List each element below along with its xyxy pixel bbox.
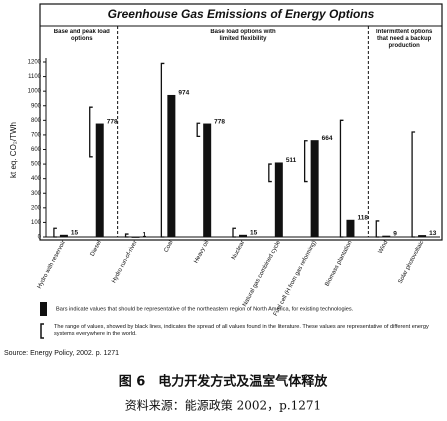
legend-range-icon [40, 323, 44, 339]
range-bracket [375, 220, 380, 238]
bar [167, 94, 176, 237]
range-bracket [160, 62, 165, 238]
range-bracket [268, 163, 272, 183]
range-bracket [53, 227, 57, 238]
y-tick-label: 600 [31, 147, 42, 153]
y-tick-label: 1000 [28, 89, 42, 95]
value-label: 778 [107, 118, 118, 125]
x-tick-label: Hydro run-of-river [111, 240, 138, 284]
y-tick-label: 900 [31, 103, 42, 109]
bar [382, 235, 391, 237]
value-label: 13 [429, 230, 437, 237]
bar [346, 219, 355, 237]
range-bracket [411, 131, 416, 238]
value-label: 664 [322, 135, 333, 142]
bar [418, 235, 427, 237]
group-label: Base and peak load options [53, 29, 110, 42]
bar [95, 123, 104, 237]
x-tick-label: Nuclear [231, 240, 246, 261]
group-label-box: Base and peak load options [53, 29, 110, 42]
value-label: 778 [214, 118, 225, 125]
x-tick-label: Heavy oil [193, 240, 210, 265]
value-label: 1 [143, 232, 147, 239]
bar [310, 140, 319, 237]
x-tick-label: Solar photovoltaic [398, 240, 426, 285]
y-axis-label: kt eq. CO₂/TWh [9, 122, 18, 178]
y-tick-label: 500 [31, 162, 42, 168]
source: Source: Energy Policy, 2002. p. 1271 [4, 350, 119, 357]
x-tick-label: Hydro with reservoir [37, 240, 67, 290]
bar [59, 234, 68, 237]
y-tick-label: 200 [31, 205, 42, 211]
x-tick-label: Natural gas combined cycle [242, 239, 282, 307]
range-bracket [339, 119, 344, 238]
value-label: 9 [393, 230, 397, 237]
x-tick-label: Coal [163, 240, 174, 254]
chart-title: Greenhouse Gas Emissions of Energy Optio… [108, 7, 375, 21]
legend-ranges-box: The range of values, showed by black lin… [54, 324, 429, 337]
legend-bars: Bars indicate values that should be repr… [56, 306, 354, 312]
y-tick-label: 700 [31, 132, 42, 138]
group-label: Base load options with limited flexibili… [210, 29, 276, 42]
bar [239, 234, 247, 237]
range-bracket [232, 227, 236, 238]
value-label: 974 [178, 90, 189, 97]
group-label-box: Intermittent options that need a backup … [376, 29, 433, 49]
value-label: 15 [250, 230, 258, 237]
range-bracket [89, 106, 93, 158]
range-bracket [196, 122, 201, 138]
range-bracket [303, 140, 308, 183]
caption-source: 资料来源：能源政策 2002，p.1271 [125, 399, 321, 413]
value-label: 118 [357, 215, 368, 222]
value-label: 15 [71, 230, 79, 237]
group-label: Intermittent options that need a backup … [376, 29, 433, 49]
x-tick-label: Diesel [90, 240, 103, 258]
caption-title: 图 6 电力开发方式及温室气体释放 [119, 374, 329, 390]
chart-frame [39, 3, 443, 241]
legend-ranges: The range of values, showed by black lin… [54, 324, 429, 337]
y-tick-label: 0 [38, 235, 42, 241]
y-tick-label: 1200 [28, 60, 42, 66]
x-tick-label: Wind [378, 240, 390, 255]
y-tick-label: 100 [31, 220, 42, 226]
y-tick-label: 1100 [28, 74, 42, 80]
bar [274, 162, 283, 237]
y-tick-label: 800 [31, 118, 42, 124]
legend-bar-icon [40, 302, 47, 316]
y-tick-label: 400 [31, 176, 42, 182]
range-bracket [124, 233, 129, 238]
bar [203, 123, 212, 237]
x-tick-label: Biomass plantation [325, 240, 354, 288]
value-label: 511 [286, 157, 297, 164]
y-tick-label: 300 [31, 191, 42, 197]
group-label-box: Base load options with limited flexibili… [210, 29, 276, 42]
bar [131, 236, 140, 238]
